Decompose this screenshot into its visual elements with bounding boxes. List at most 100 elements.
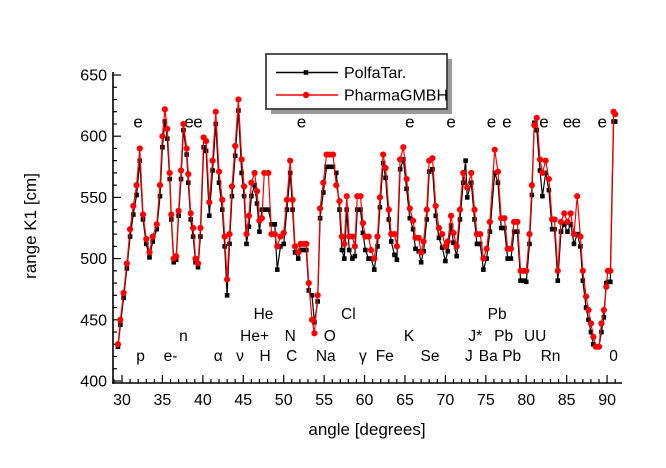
x-axis-label: angle [degrees] bbox=[308, 420, 425, 439]
data-point-circle bbox=[450, 229, 457, 236]
data-point-square bbox=[207, 213, 212, 219]
data-point-circle bbox=[423, 206, 430, 213]
data-point-circle bbox=[166, 169, 173, 177]
data-point-circle bbox=[251, 169, 258, 177]
data-point-square bbox=[134, 192, 139, 198]
data-point-circle bbox=[460, 169, 467, 177]
data-point-circle bbox=[607, 267, 614, 274]
data-point-square bbox=[463, 158, 468, 163]
data-point-circle bbox=[612, 111, 619, 118]
data-point-square bbox=[578, 244, 583, 249]
data-point-circle bbox=[329, 151, 337, 158]
data-point-square bbox=[521, 278, 527, 283]
data-point-circle bbox=[221, 233, 228, 240]
element-label: N bbox=[285, 328, 296, 345]
data-point-circle bbox=[429, 155, 436, 162]
data-point-square bbox=[249, 193, 254, 199]
data-point-circle bbox=[291, 243, 299, 250]
data-series bbox=[114, 96, 619, 350]
element-label: Na bbox=[316, 348, 336, 365]
element-label: K bbox=[404, 328, 415, 345]
data-point-circle bbox=[397, 156, 404, 163]
data-point-circle bbox=[376, 194, 384, 201]
data-point-circle bbox=[380, 151, 387, 158]
data-point-circle bbox=[464, 184, 471, 191]
data-point-square bbox=[324, 164, 329, 170]
data-point-circle bbox=[531, 122, 538, 129]
data-point-circle bbox=[554, 267, 561, 274]
element-label: n bbox=[179, 328, 188, 345]
data-point-square bbox=[534, 127, 540, 133]
data-point-square bbox=[574, 231, 580, 237]
data-point-square bbox=[350, 256, 355, 261]
data-point-circle bbox=[567, 210, 574, 217]
data-point-circle bbox=[235, 96, 242, 103]
element-label: α bbox=[214, 348, 223, 365]
data-point-square bbox=[252, 182, 257, 188]
data-point-square bbox=[457, 217, 463, 222]
element-label: He+ bbox=[240, 328, 269, 345]
data-point-circle bbox=[570, 231, 578, 238]
data-point-circle bbox=[471, 206, 478, 213]
electron-annotation: e bbox=[405, 113, 414, 132]
data-point-circle bbox=[187, 210, 194, 217]
data-point-circle bbox=[357, 193, 364, 200]
x-tick-label: 40 bbox=[194, 392, 212, 409]
data-point-circle bbox=[289, 196, 296, 203]
data-point-circle bbox=[224, 276, 231, 283]
element-label: He bbox=[254, 306, 274, 323]
data-point-square bbox=[424, 217, 430, 222]
data-point-square bbox=[410, 226, 416, 232]
data-point-circle bbox=[507, 245, 514, 252]
data-point-square bbox=[216, 180, 222, 186]
data-point-square bbox=[588, 329, 594, 335]
data-point-circle bbox=[343, 193, 350, 200]
data-point-square bbox=[599, 329, 604, 335]
data-point-square bbox=[281, 241, 286, 247]
data-point-circle bbox=[192, 255, 199, 262]
data-point-square bbox=[418, 259, 424, 265]
data-point-circle bbox=[435, 224, 443, 232]
data-point-square bbox=[195, 264, 201, 270]
element-label: J bbox=[465, 348, 473, 365]
data-point-square bbox=[371, 267, 377, 272]
data-point-circle bbox=[271, 231, 278, 238]
data-point-circle bbox=[295, 249, 302, 256]
data-point-circle bbox=[494, 168, 502, 175]
x-tick-label: 55 bbox=[315, 392, 333, 409]
data-point-circle bbox=[212, 108, 219, 115]
data-point-square bbox=[363, 247, 368, 253]
data-point-square bbox=[143, 241, 149, 247]
data-point-square bbox=[375, 244, 380, 249]
data-point-circle bbox=[164, 125, 171, 132]
electron-annotation: e bbox=[133, 113, 142, 132]
data-point-circle bbox=[117, 316, 124, 323]
data-point-circle bbox=[133, 182, 140, 189]
data-point-circle bbox=[533, 114, 540, 121]
data-point-square bbox=[383, 175, 388, 181]
data-point-circle bbox=[442, 243, 449, 250]
element-label: Fe bbox=[376, 348, 394, 365]
data-point-square bbox=[344, 207, 350, 212]
data-point-circle bbox=[542, 157, 549, 164]
data-point-circle bbox=[486, 218, 493, 225]
data-point-circle bbox=[447, 212, 455, 219]
data-point-circle bbox=[603, 283, 610, 290]
data-point-square bbox=[306, 288, 312, 293]
data-point-circle bbox=[420, 238, 427, 245]
data-point-square bbox=[321, 190, 326, 195]
data-point-circle bbox=[477, 231, 484, 238]
data-point-square bbox=[448, 223, 454, 228]
data-point-square bbox=[495, 180, 501, 186]
data-point-circle bbox=[123, 260, 130, 267]
data-point-square bbox=[388, 239, 394, 244]
data-point-circle bbox=[382, 164, 389, 172]
data-point-circle bbox=[283, 196, 291, 203]
data-point-square bbox=[339, 247, 345, 253]
data-point-square bbox=[558, 229, 564, 234]
data-point-square bbox=[239, 170, 244, 176]
data-point-square bbox=[366, 256, 371, 261]
element-label: Pb bbox=[488, 306, 507, 323]
data-point-square bbox=[261, 207, 267, 212]
data-point-circle bbox=[143, 235, 150, 243]
